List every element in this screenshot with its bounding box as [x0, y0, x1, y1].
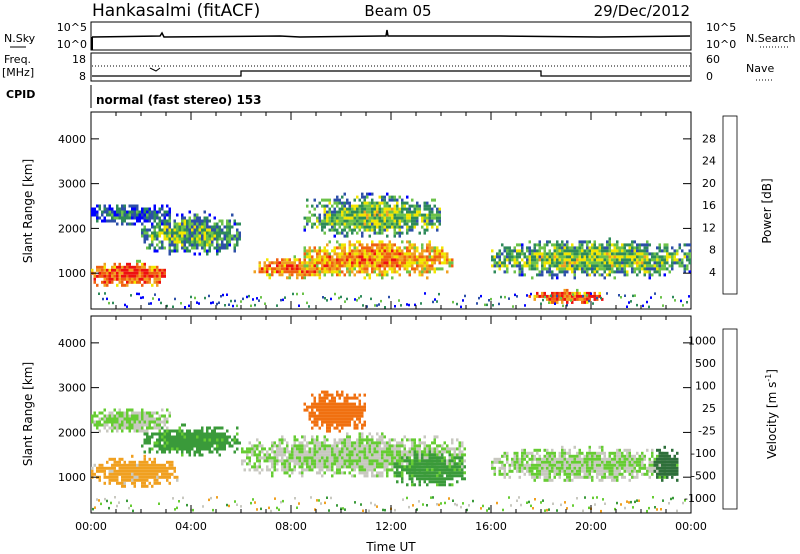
velocity-ylabel: Slant Range [km] — [21, 362, 35, 466]
freq-panel: Freq. [MHz] 18 8 60 0 Nave — [2, 52, 774, 83]
time-tick-label: 04:00 — [175, 520, 207, 533]
time-tick-label: 00:00 — [75, 520, 107, 533]
velocity-echo-region — [91, 408, 171, 433]
velocity-ytick-label: 1000 — [58, 471, 86, 484]
noise-panel: 10^5 10^0 10^5 10^0 N.Sky N.Search — [4, 21, 796, 51]
freq-right-tick-low: 0 — [706, 70, 713, 83]
power-cbar-tick-label: 8 — [709, 244, 716, 257]
velocity-ytick-label: 3000 — [58, 382, 86, 395]
velocity-cbar-tick-label: -100 — [691, 447, 716, 460]
nave-label: Nave — [746, 62, 774, 75]
velocity-near-range-scatter — [92, 496, 686, 513]
power-ytick-label: 3000 — [58, 178, 86, 191]
noise-search-label: N.Search — [746, 32, 796, 45]
time-tick-label: 20:00 — [575, 520, 607, 533]
velocity-cbar-tick-label: -1000 — [684, 492, 716, 505]
velocity-cbar-tick-label: -500 — [691, 469, 716, 482]
velocity-panel: 1000 2000 3000 4000 00:00 04:00 08:00 12:00 16:0… — [21, 315, 779, 533]
time-axis-label: Time UT — [365, 540, 416, 554]
velocity-cbar-tick-label: 25 — [702, 402, 716, 415]
power-echo-region — [491, 237, 691, 280]
time-tick-label: 12:00 — [375, 520, 407, 533]
power-ylabel: Slant Range [km] — [21, 159, 35, 263]
noise-left-tick-low: 10^0 — [57, 38, 87, 51]
velocity-cbar-label: Velocity [m s-1] — [764, 369, 779, 459]
freq-trace — [92, 70, 690, 77]
freq-left-tick-high: 18 — [72, 53, 86, 66]
power-cbar-tick-label: 28 — [702, 132, 716, 145]
freq-right-tick-high: 60 — [706, 53, 720, 66]
velocity-cbar-tick-label: -25 — [698, 424, 716, 437]
power-echo-region — [91, 259, 166, 287]
velocity-cbar-tick-label: 500 — [695, 357, 716, 370]
power-cbar-tick-label: 4 — [709, 266, 716, 279]
power-echo-region — [303, 192, 441, 238]
noise-right-tick-high: 10^5 — [706, 21, 736, 34]
station-title: Hankasalmi (fitACF) — [92, 1, 260, 21]
beam-title: Beam 05 — [364, 2, 431, 20]
noise-trace — [91, 29, 691, 38]
velocity-plot-frame — [90, 315, 692, 514]
power-cbar-tick-label: 16 — [702, 199, 716, 212]
power-cbar-label: Power [dB] — [760, 178, 774, 243]
cpid-label: CPID — [6, 88, 35, 101]
time-tick-label: 16:00 — [475, 520, 507, 533]
freq-label-1: Freq. — [4, 53, 31, 66]
velocity-ytick-label: 2000 — [58, 426, 86, 439]
time-tick-label: 08:00 — [275, 520, 307, 533]
velocity-cbar-tick-label: 100 — [695, 379, 716, 392]
noise-left-tick-high: 10^5 — [57, 21, 87, 34]
power-cbar-tick-label: 24 — [702, 155, 716, 168]
noise-sky-label: N.Sky — [4, 32, 36, 45]
power-ytick-label: 1000 — [58, 267, 86, 280]
power-panel: 1000 2000 3000 4000 Slant Range [km] 4 8 12 16… — [21, 111, 774, 310]
power-near-range-scatter — [98, 292, 690, 309]
velocity-ytick-label: 4000 — [58, 337, 86, 350]
power-echo-region — [141, 210, 241, 256]
power-ytick-label: 2000 — [58, 222, 86, 235]
velocity-echo-region — [303, 390, 366, 433]
velocity-echo-region — [141, 423, 241, 457]
power-cbar-tick-label: 12 — [702, 221, 716, 234]
date-title: 29/Dec/2012 — [594, 2, 690, 20]
time-tick-label: 00:00 — [675, 520, 707, 533]
cpid-text: normal (fast stereo) 153 — [96, 93, 262, 107]
power-cbar-tick-label: 20 — [702, 177, 716, 190]
velocity-echo-region — [653, 445, 679, 482]
freq-label-2: [MHz] — [2, 66, 34, 79]
freq-left-tick-low: 8 — [79, 70, 86, 83]
noise-right-tick-low: 10^0 — [706, 38, 736, 51]
velocity-echo-region — [393, 450, 466, 487]
velocity-echo-region — [91, 454, 179, 488]
power-ytick-label: 4000 — [58, 133, 86, 146]
velocity-cbar-tick-label: 1000 — [688, 334, 716, 347]
power-echo-region — [303, 240, 454, 280]
